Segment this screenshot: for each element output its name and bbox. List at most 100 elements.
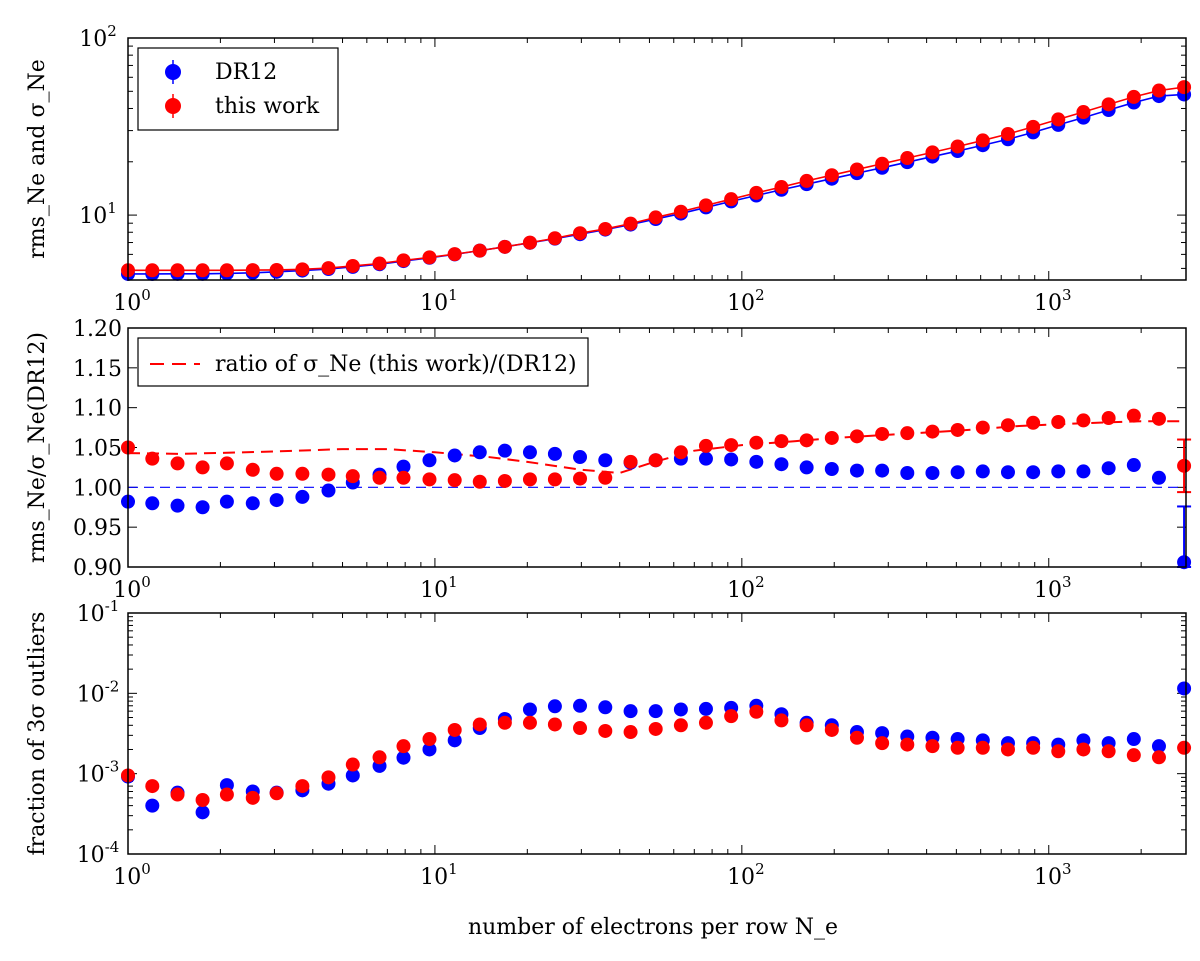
- x-tick-label: 100: [113, 860, 151, 890]
- data-point: [447, 722, 462, 737]
- y-tick-label: 1.10: [73, 397, 122, 422]
- y-axis-label: fraction of 3σ outliers: [25, 612, 50, 856]
- data-point: [472, 243, 487, 258]
- data-point: [698, 198, 713, 213]
- data-point: [1177, 80, 1192, 95]
- data-point: [799, 460, 814, 475]
- data-point: [673, 204, 688, 219]
- data-point: [1000, 127, 1015, 142]
- data-point: [145, 779, 160, 794]
- x-tick-label: 102: [727, 573, 765, 603]
- data-point: [573, 698, 588, 713]
- x-tick-label: 103: [1034, 860, 1072, 890]
- data-point: [245, 496, 260, 511]
- data-point: [849, 429, 864, 444]
- data-point: [321, 467, 336, 482]
- data-point: [269, 466, 284, 481]
- data-point: [749, 185, 764, 200]
- data-point: [170, 787, 185, 802]
- data-point: [724, 192, 739, 207]
- data-point: [497, 473, 512, 488]
- data-point: [1051, 112, 1066, 127]
- y-tick-label: 1.05: [73, 437, 122, 462]
- data-point: [547, 699, 562, 714]
- data-point: [472, 445, 487, 460]
- legend: ratio of σ_Ne (this work)/(DR12): [137, 337, 589, 387]
- x-tick-label: 100: [113, 286, 151, 316]
- data-point: [522, 445, 537, 460]
- data-point: [900, 151, 915, 166]
- data-point: [396, 739, 411, 754]
- legend-label: this work: [215, 94, 320, 119]
- data-point: [1026, 415, 1041, 430]
- y-tick-label: 102: [79, 22, 117, 52]
- data-point: [321, 770, 336, 785]
- data-point: [598, 221, 613, 236]
- data-point: [497, 443, 512, 458]
- data-point: [145, 451, 160, 466]
- data-point: [295, 779, 310, 794]
- data-point: [170, 263, 185, 278]
- y-tick-label: 1.15: [73, 357, 122, 382]
- data-point: [875, 426, 890, 441]
- data-point: [1126, 732, 1141, 747]
- x-tick-label: 103: [1034, 286, 1072, 316]
- data-point: [1051, 464, 1066, 479]
- y-axis-label: rms_Ne and σ_Ne: [25, 59, 50, 259]
- data-point: [472, 474, 487, 489]
- data-point: [573, 471, 588, 486]
- data-point: [1051, 744, 1066, 759]
- data-point: [975, 133, 990, 148]
- data-point: [925, 739, 940, 754]
- data-point: [1076, 742, 1091, 757]
- data-point: [1026, 119, 1041, 134]
- plot-frame: [127, 327, 1187, 568]
- data-point: [472, 717, 487, 732]
- data-point: [875, 156, 890, 171]
- data-point: [372, 750, 387, 765]
- data-point: [875, 736, 890, 751]
- data-point: [522, 702, 537, 717]
- data-point: [295, 489, 310, 504]
- data-point: [824, 722, 839, 737]
- data-point: [648, 721, 663, 736]
- data-point: [1151, 750, 1166, 765]
- data-point: [900, 426, 915, 441]
- data-point: [950, 139, 965, 154]
- data-point: [975, 464, 990, 479]
- data-point: [623, 454, 638, 469]
- data-point: [975, 420, 990, 435]
- data-point: [925, 145, 940, 160]
- data-point: [195, 500, 210, 515]
- data-point: [1076, 464, 1091, 479]
- data-point: [1151, 739, 1166, 754]
- data-point: [1101, 744, 1116, 759]
- bottom-panel: 100 101 102 103 10-4 10-3 10-2 10-1 fraction of …: [25, 597, 1192, 890]
- data-point: [195, 805, 210, 820]
- x-tick-label: 101: [420, 573, 458, 603]
- data-point: [724, 452, 739, 467]
- x-tick-label: 101: [420, 860, 458, 890]
- data-point: [875, 463, 890, 478]
- data-point: [170, 498, 185, 513]
- data-point: [321, 261, 336, 276]
- data-point: [547, 231, 562, 246]
- data-point: [345, 258, 360, 273]
- data-point: [245, 263, 260, 278]
- data-point: [219, 456, 234, 471]
- data-point: [673, 718, 688, 733]
- data-point: [900, 737, 915, 752]
- data-point: [195, 460, 210, 475]
- data-point: [673, 702, 688, 717]
- data-point: [698, 438, 713, 453]
- data-point: [698, 715, 713, 730]
- data-point: [774, 713, 789, 728]
- ratio-line: [127, 420, 1185, 475]
- data-point: [623, 725, 638, 740]
- data-point: [321, 483, 336, 498]
- data-point: [774, 434, 789, 449]
- data-point: [573, 721, 588, 736]
- data-point: [598, 723, 613, 738]
- data-point: [1051, 415, 1066, 430]
